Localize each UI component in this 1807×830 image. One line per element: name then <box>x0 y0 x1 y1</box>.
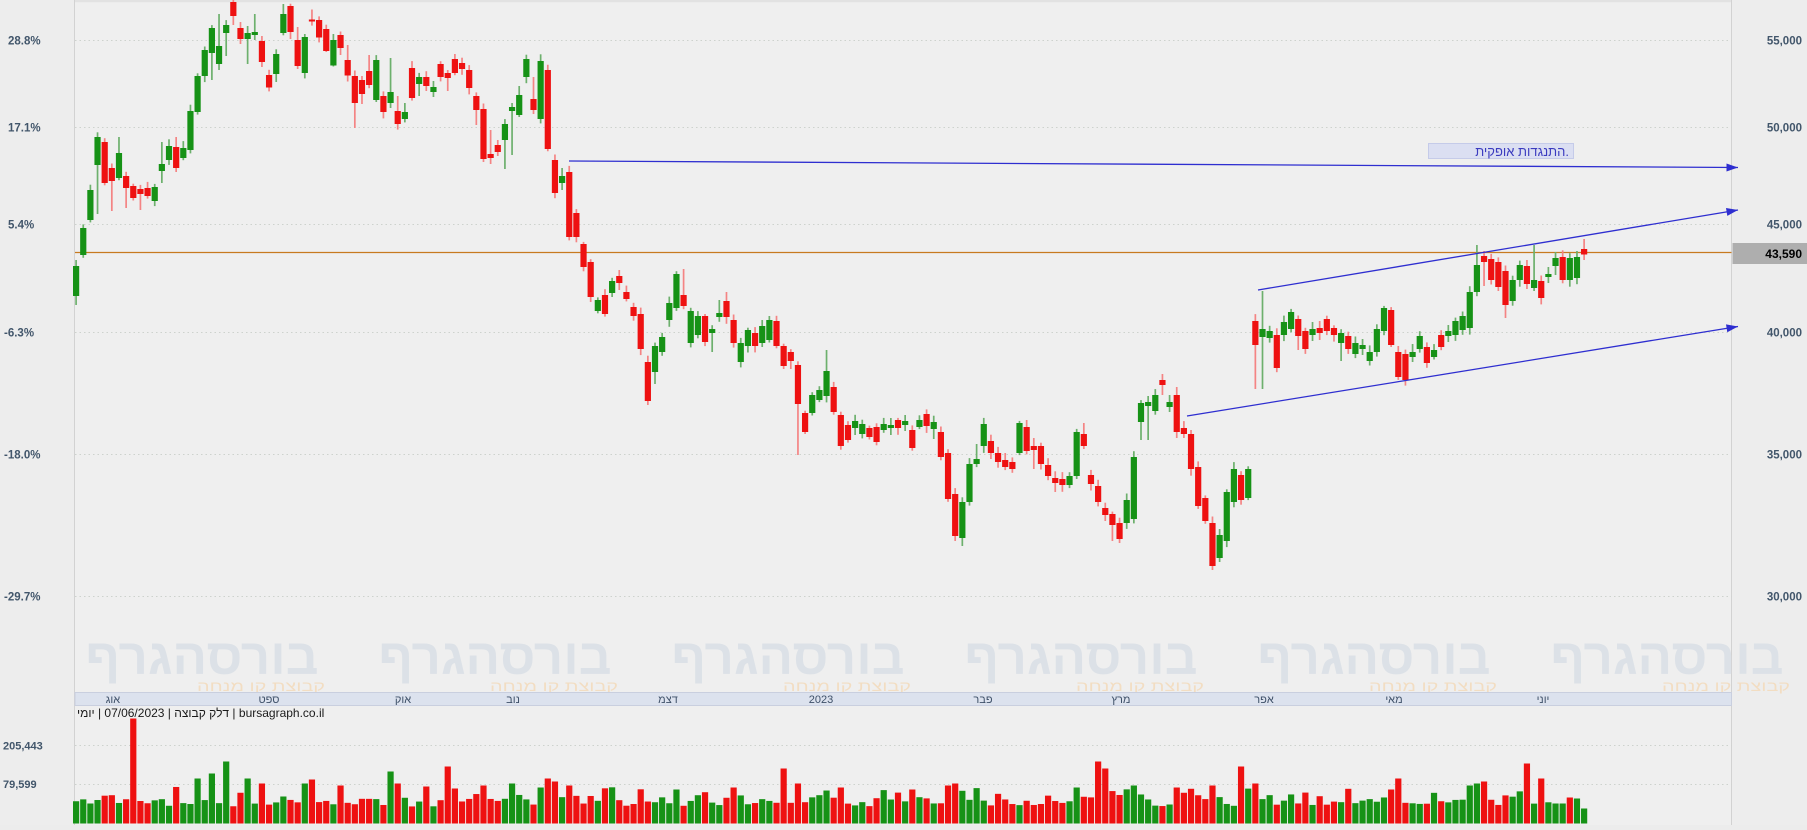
svg-text:בורסהגרף: בורסהגרף <box>672 629 905 685</box>
svg-text:יוני: יוני <box>1537 694 1550 706</box>
svg-text:בורסהגרף: בורסהגרף <box>379 629 612 685</box>
svg-text:30,000: 30,000 <box>1767 592 1802 604</box>
svg-text:אוק: אוק <box>395 694 411 706</box>
svg-text:43,590: 43,590 <box>1765 247 1802 261</box>
svg-text:בורסהגרף: בורסהגרף <box>1551 629 1784 685</box>
svg-text:דצמ: דצמ <box>658 694 678 706</box>
svg-text:17.1%: 17.1% <box>8 123 41 135</box>
svg-text:2023: 2023 <box>809 694 833 706</box>
svg-text:35,000: 35,000 <box>1767 450 1802 462</box>
svg-text:מרץ: מרץ <box>1112 694 1131 706</box>
svg-text:קבוצת קו מנחה: קבוצת קו מנחה <box>1076 678 1204 694</box>
svg-text:אפר: אפר <box>1254 694 1274 706</box>
svg-text:קבוצת קו מנחה: קבוצת קו מנחה <box>1662 678 1790 694</box>
svg-text:בורסהגרף: בורסהגרף <box>86 629 319 685</box>
svg-text:נוב: נוב <box>506 694 520 706</box>
svg-text:ספט: ספט <box>259 694 280 706</box>
svg-text:45,000: 45,000 <box>1767 220 1802 232</box>
svg-text:28.8%: 28.8% <box>8 36 41 48</box>
svg-text:קבוצת קו מנחה: קבוצת קו מנחה <box>490 678 618 694</box>
svg-text:בורסהגרף: בורסהגרף <box>1258 629 1491 685</box>
svg-text:-18.0%: -18.0% <box>4 450 40 462</box>
svg-text:205,443: 205,443 <box>3 741 43 753</box>
svg-text:-6.3%: -6.3% <box>4 328 34 340</box>
svg-text:50,000: 50,000 <box>1767 123 1802 135</box>
svg-text:55,000: 55,000 <box>1767 36 1802 48</box>
svg-text:פבר: פבר <box>973 694 992 706</box>
svg-text:אוג: אוג <box>106 694 121 706</box>
svg-text:5.4%: 5.4% <box>8 220 34 232</box>
svg-text:מאי: מאי <box>1385 694 1402 706</box>
svg-text:בורסהגרף: בורסהגרף <box>965 629 1198 685</box>
svg-text:קבוצת קו מנחה: קבוצת קו מנחה <box>197 678 325 694</box>
svg-text:79,599: 79,599 <box>3 779 37 791</box>
svg-text:-29.7%: -29.7% <box>4 592 40 604</box>
svg-text:קבוצת קו מנחה: קבוצת קו מנחה <box>1369 678 1497 694</box>
svg-text:קבוצת קו מנחה: קבוצת קו מנחה <box>783 678 911 694</box>
svg-text:40,000: 40,000 <box>1767 328 1802 340</box>
